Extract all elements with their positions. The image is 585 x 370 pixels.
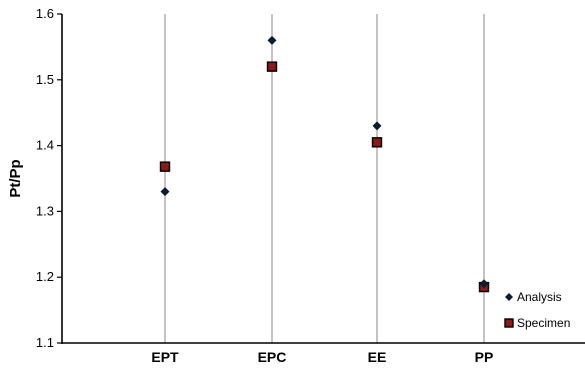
analysis-point-ee [372,121,382,131]
grid-lines [164,14,485,343]
y-tick-label: 1.6 [36,6,54,21]
legend-label-specimen: Specimen [517,316,570,330]
x-tick-label-pp: PP [475,349,494,365]
specimen-point-ee [371,137,383,148]
specimen-point-ept [159,161,171,172]
y-tick-label: 1.4 [36,138,54,153]
x-tick-label-ept: EPT [151,349,179,365]
analysis-point-ept [160,187,170,197]
y-tick-label: 1.3 [36,203,54,218]
legend-label-analysis: Analysis [517,290,562,304]
y-tick-label: 1.5 [36,72,54,87]
y-ticks: 1.1 1.2 1.3 1.4 1.5 1.6 [36,6,62,350]
axes [61,14,585,344]
x-ticks: EPT EPC EE PP [151,349,493,365]
data-points [159,35,490,293]
x-tick-label-ee: EE [368,349,387,365]
specimen-point-epc [266,61,278,72]
y-axis-title: Pt/Pp [7,159,24,197]
legend: Analysis Specimen [504,290,570,330]
legend-marker-analysis [505,293,513,301]
x-tick-label-epc: EPC [258,349,287,365]
y-tick-label: 1.1 [36,335,54,350]
legend-marker-specimen [504,318,514,328]
y-tick-label: 1.2 [36,269,54,284]
analysis-point-epc [267,35,277,45]
analysis-point-pp [479,279,489,289]
